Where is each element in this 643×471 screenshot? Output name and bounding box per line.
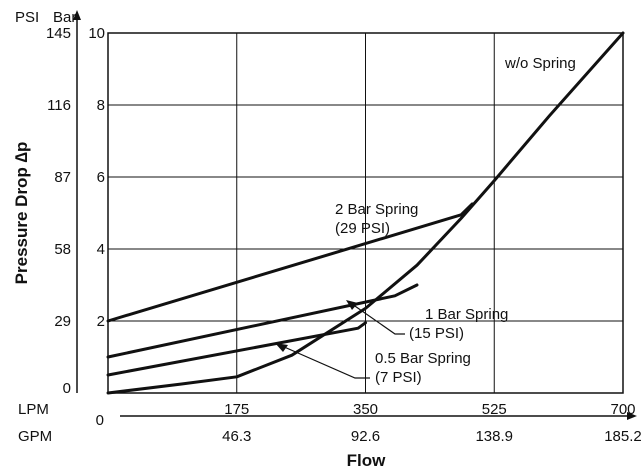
- series-label-0-5-bar-spring: (7 PSI): [375, 369, 422, 386]
- x-axis-arrowhead: [627, 412, 637, 420]
- y-tick-bar: 8: [97, 97, 105, 114]
- x-tick-gpm: 92.6: [351, 428, 380, 445]
- x-tick-gpm: 138.9: [475, 428, 513, 445]
- leader-line-0-5-bar: [281, 345, 370, 379]
- x-tick-gpm: 185.2: [604, 428, 642, 445]
- x-tick-lpm: 350: [353, 401, 378, 418]
- x-tick-lpm: 700: [610, 401, 635, 418]
- y-tick-bar: 2: [97, 313, 105, 330]
- series-line-2-bar-spring: [106, 202, 474, 323]
- x-tick-gpm: 46.3: [222, 428, 251, 445]
- y-tick-bar: 6: [97, 169, 105, 186]
- y-tick-psi: 116: [47, 97, 71, 114]
- y-unit-psi: PSI: [15, 9, 39, 26]
- grid: [73, 10, 637, 420]
- x-unit-gpm: GPM: [18, 428, 52, 445]
- series-label-1-bar-spring: (15 PSI): [409, 325, 464, 342]
- series-line-w-o-spring: [106, 31, 625, 395]
- annotations: w/o Spring 2 Bar Spring (29 PSI) 1 Bar Spri…: [275, 55, 576, 386]
- series-line-1-bar-spring: [106, 283, 419, 359]
- y-tick-psi: 58: [54, 241, 71, 258]
- arrowhead-1-bar: [346, 300, 358, 310]
- curves: [106, 31, 625, 395]
- y-axis-arrowhead: [73, 10, 81, 20]
- leader-line-1-bar: [351, 303, 405, 335]
- series-label-w-o-spring: w/o Spring: [504, 55, 576, 72]
- series-line-0-5-bar-spring: [106, 321, 367, 377]
- y-tick-psi: 29: [54, 313, 71, 330]
- x-axis-title: Flow: [347, 451, 386, 470]
- y-unit-bar: Bar: [53, 9, 76, 26]
- series-label-0-5-bar-spring: 0.5 Bar Spring: [375, 350, 471, 367]
- series-label-2-bar-spring: (29 PSI): [335, 220, 390, 237]
- tick-labels: 2 4 6 8 10 0 29 58 87 116 145 0 175 350 525 700 46.3 92.6…: [46, 25, 642, 445]
- x-unit-lpm: LPM: [18, 401, 49, 418]
- y-tick-bar: 10: [88, 25, 105, 42]
- x-tick-lpm: 175: [224, 401, 249, 418]
- y-axis-title: Pressure Drop ∆p: [12, 142, 31, 285]
- x-tick-lpm: 0: [96, 412, 104, 429]
- arrowhead-0-5-bar: [275, 343, 288, 352]
- y-tick-psi: 0: [63, 380, 71, 397]
- y-tick-bar: 4: [97, 241, 105, 258]
- y-tick-psi: 145: [46, 25, 71, 42]
- series-label-1-bar-spring: 1 Bar Spring: [425, 306, 508, 323]
- series-label-2-bar-spring: 2 Bar Spring: [335, 201, 418, 218]
- x-tick-lpm: 525: [482, 401, 507, 418]
- y-tick-psi: 87: [54, 169, 71, 186]
